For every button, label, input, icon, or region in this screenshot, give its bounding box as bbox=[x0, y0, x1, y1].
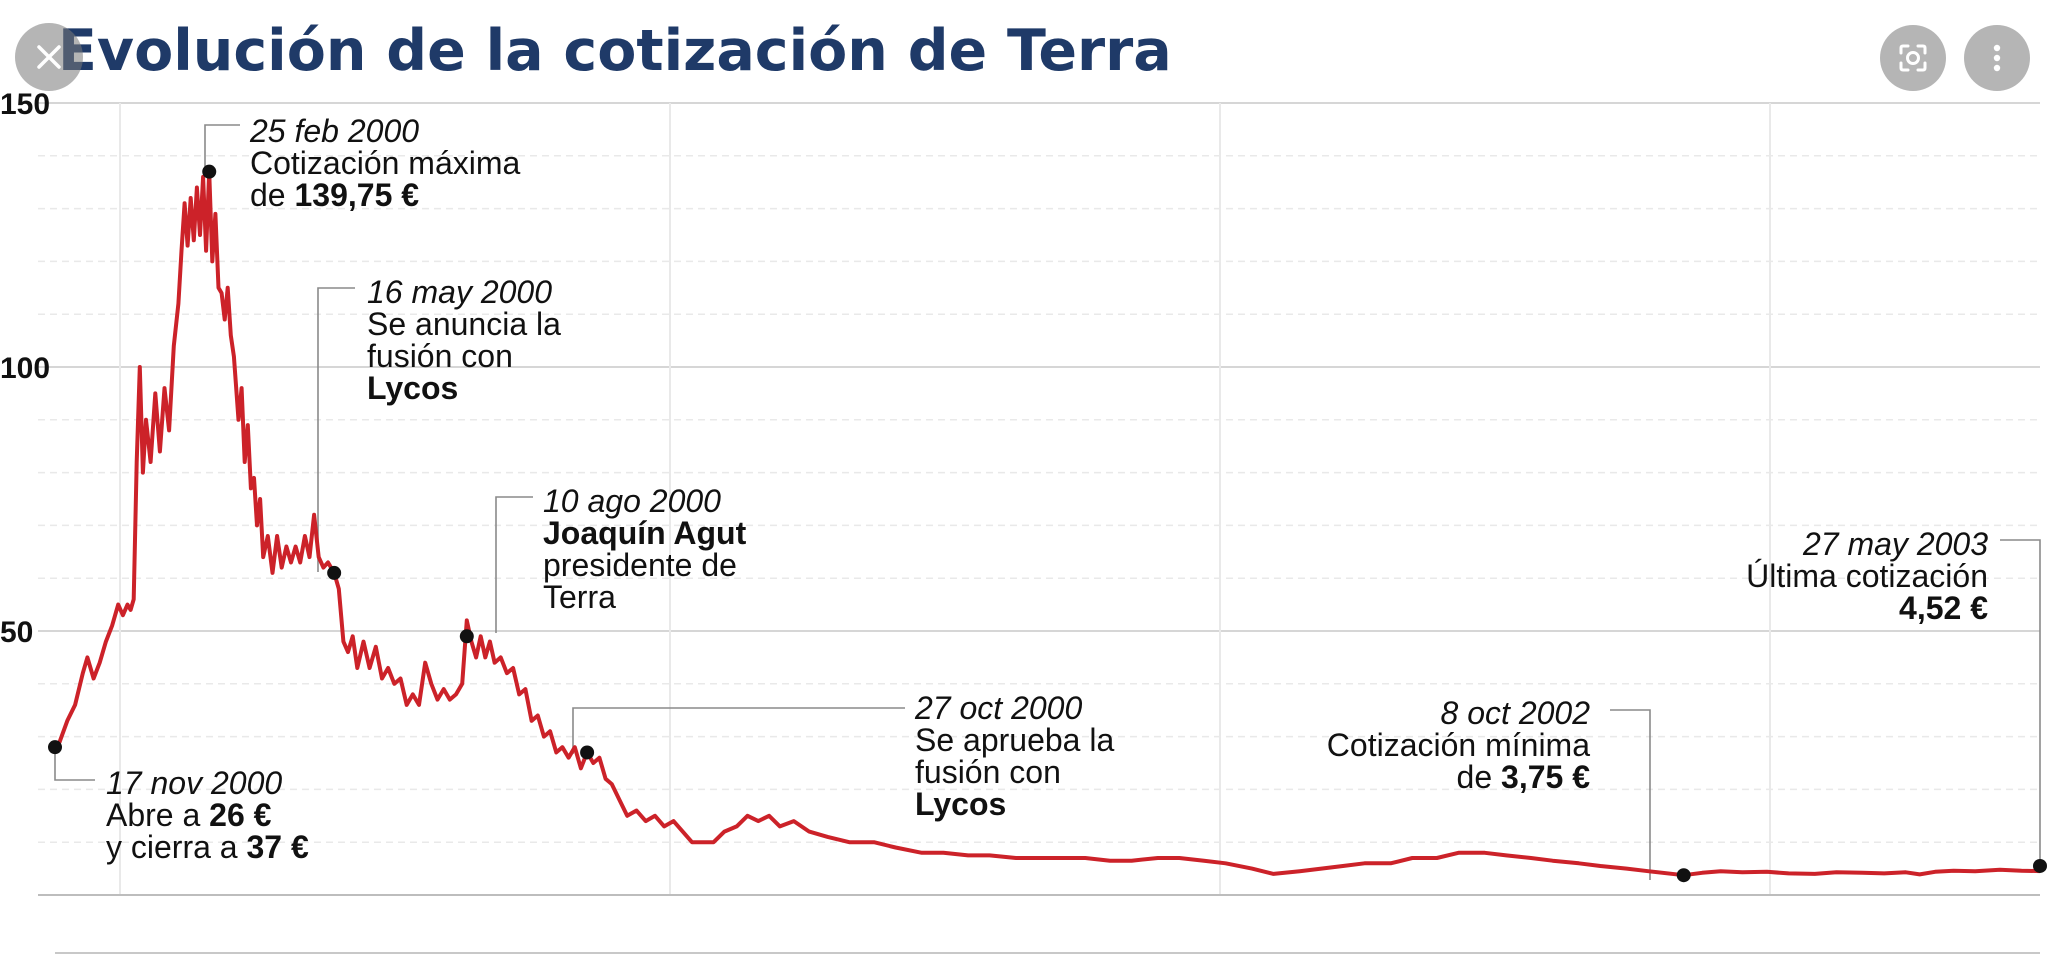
annotation-text: Lycos bbox=[915, 786, 1006, 822]
annotation-text-bold: 4,52 € bbox=[1899, 590, 1988, 626]
annotation-text: fusión con bbox=[915, 754, 1061, 790]
lens-button[interactable] bbox=[1880, 25, 1946, 91]
annotation-leaders bbox=[54, 124, 2041, 880]
annotation-date: 25 feb 2000 bbox=[249, 113, 419, 149]
annotation-leader-line bbox=[54, 745, 95, 781]
annotation-text: Abre a 26 € bbox=[106, 797, 272, 833]
annotation-text-normal: Cotización máxima bbox=[250, 145, 521, 181]
chart-title: Evolución de la cotización de Terra bbox=[58, 18, 1172, 84]
annotation-text-bold: 37 € bbox=[246, 829, 308, 865]
annotation-text: 4,52 € bbox=[1899, 590, 1988, 626]
event-marker-dot bbox=[202, 164, 217, 179]
annotation-date: 27 oct 2000 bbox=[914, 690, 1082, 726]
annotation-text: Se anuncia la bbox=[367, 306, 561, 342]
y-tick-label: 100 bbox=[0, 352, 50, 385]
annotation-text-normal: de bbox=[1457, 759, 1501, 795]
close-button[interactable] bbox=[15, 23, 83, 91]
annotation-text-bold: Lycos bbox=[915, 786, 1006, 822]
annotation-text: Última cotización bbox=[1746, 558, 1988, 594]
y-tick-label: 50 bbox=[0, 616, 33, 649]
annotation-leader-line bbox=[495, 496, 533, 633]
annotation-text: Lycos bbox=[367, 370, 458, 406]
annotation-text-normal: Se aprueba la bbox=[915, 722, 1114, 758]
annotation-text-bold: Lycos bbox=[367, 370, 458, 406]
annotation-date: 17 nov 2000 bbox=[106, 765, 282, 801]
annotation-text: fusión con bbox=[367, 338, 513, 374]
annotation-text: y cierra a 37 € bbox=[106, 829, 309, 865]
annotation-text-bold: 139,75 € bbox=[294, 177, 419, 213]
annotation-text: presidente de bbox=[543, 547, 737, 583]
annotation-leader-line bbox=[572, 707, 905, 754]
annotation-text-normal: Cotización mínima bbox=[1327, 727, 1590, 763]
annotation-text-normal: fusión con bbox=[367, 338, 513, 374]
annotation-text-normal: de bbox=[250, 177, 294, 213]
close-icon bbox=[37, 45, 61, 69]
annotation-text: Se aprueba la bbox=[915, 722, 1114, 758]
annotation-text: de 3,75 € bbox=[1457, 759, 1591, 795]
event-marker-dot bbox=[580, 745, 595, 760]
annotation-text-bold: 3,75 € bbox=[1501, 759, 1590, 795]
event-marker-dot bbox=[48, 740, 62, 755]
annotation-date: 16 may 2000 bbox=[367, 274, 552, 310]
more-options-button[interactable] bbox=[1964, 25, 2030, 91]
event-marker-dot bbox=[327, 565, 342, 580]
annotation-text-normal: Abre a bbox=[106, 797, 209, 833]
event-marker-dot bbox=[2033, 858, 2047, 873]
y-axis-ticks: 150 100 50 bbox=[0, 88, 50, 649]
annotation-date: 10 ago 2000 bbox=[543, 483, 721, 519]
annotation-text-normal: fusión con bbox=[915, 754, 1061, 790]
event-marker-dot bbox=[459, 629, 474, 644]
annotation-date: 8 oct 2002 bbox=[1441, 695, 1591, 731]
y-tick-label: 150 bbox=[0, 88, 50, 121]
annotation-text-normal: Terra bbox=[543, 579, 616, 615]
annotation-text: Joaquín Agut bbox=[543, 515, 747, 551]
chart-grid bbox=[38, 102, 2040, 954]
annotation-text-normal: Última cotización bbox=[1746, 558, 1988, 594]
annotation-text: Cotización mínima bbox=[1327, 727, 1590, 763]
annotation-date: 27 may 2003 bbox=[1802, 526, 1988, 562]
event-marker-dot bbox=[1676, 868, 1691, 883]
annotation-text: de 139,75 € bbox=[250, 177, 419, 213]
annotation-leader-line bbox=[2000, 539, 2041, 864]
price-line bbox=[53, 169, 2041, 878]
annotation-leader-line bbox=[317, 287, 355, 572]
annotation-text-bold: 26 € bbox=[209, 797, 271, 833]
annotation-text: Terra bbox=[543, 579, 616, 615]
chart-series bbox=[53, 169, 2041, 878]
more-vertical-icon bbox=[1993, 44, 2001, 72]
annotation-text-bold: Joaquín Agut bbox=[543, 515, 747, 551]
annotation-text-normal: Se anuncia la bbox=[367, 306, 561, 342]
annotation-text: Cotización máxima bbox=[250, 145, 521, 181]
annotation-leader-line bbox=[1610, 709, 1651, 880]
annotation-leader-line bbox=[204, 124, 240, 172]
lens-icon bbox=[1899, 44, 1927, 72]
event-markers bbox=[48, 164, 2047, 883]
annotation-text-normal: presidente de bbox=[543, 547, 737, 583]
annotation-text-normal: y cierra a bbox=[106, 829, 246, 865]
